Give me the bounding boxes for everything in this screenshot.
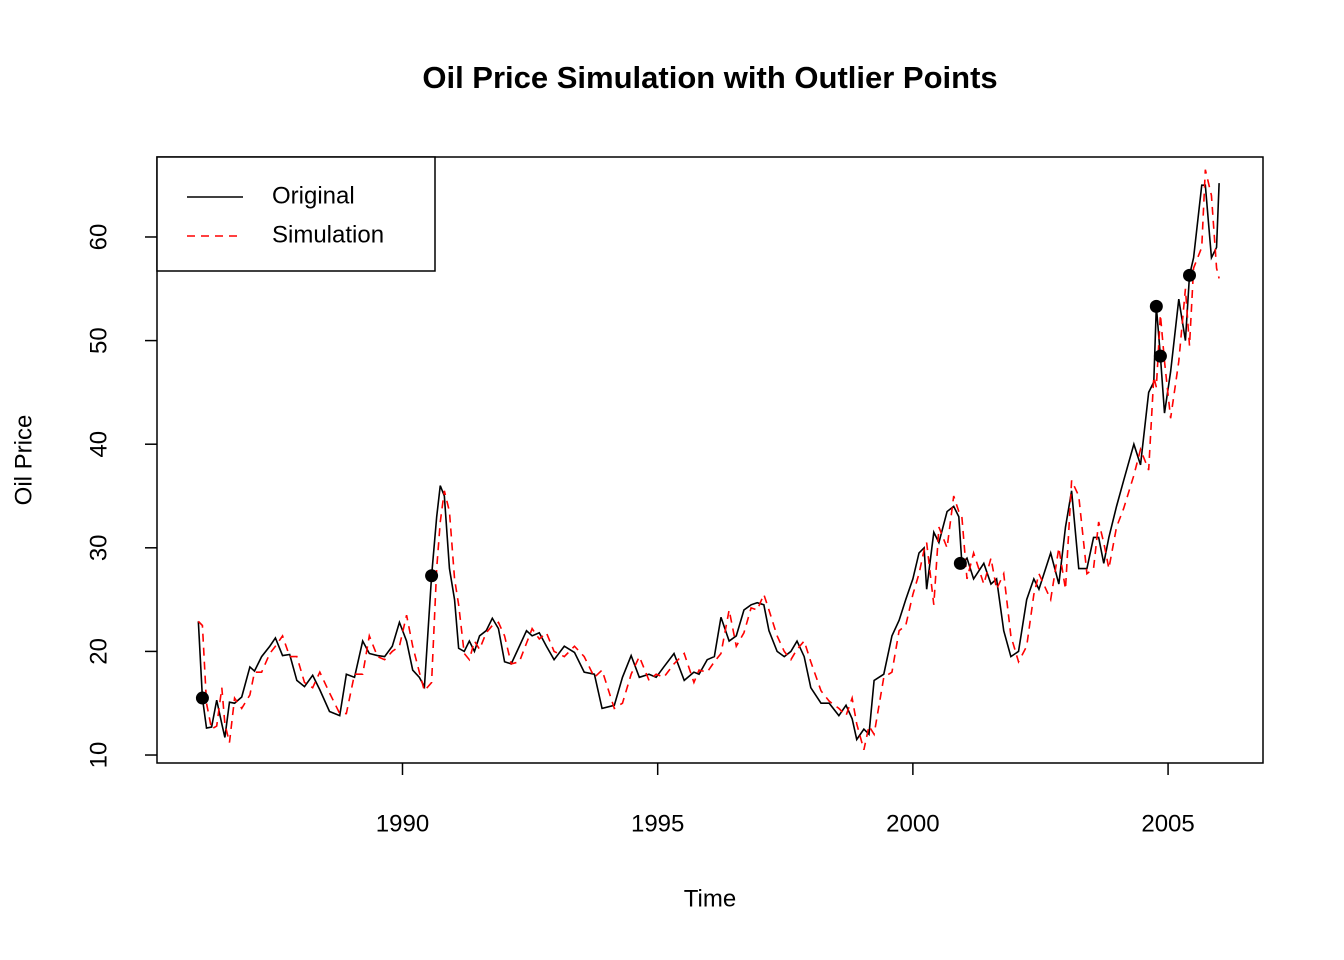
plot-frame [156, 156, 1264, 764]
outlier-point [1149, 299, 1163, 313]
legend-box [156, 156, 436, 272]
x-tick-label: 2005 [1141, 810, 1194, 837]
outlier-point [1153, 349, 1167, 363]
chart-title: Oil Price Simulation with Outlier Points [422, 60, 997, 95]
y-tick-label: 20 [85, 638, 112, 665]
x-tick-label: 2000 [886, 810, 939, 837]
series-line [197, 169, 1220, 751]
y-tick-label: 10 [85, 742, 112, 769]
outlier-point [195, 691, 209, 705]
x-tick-label: 1995 [631, 810, 684, 837]
x-axis-label: Time [684, 885, 736, 912]
x-tick-label: 1990 [376, 810, 429, 837]
y-tick-label: 40 [85, 431, 112, 458]
y-tick-label: 60 [85, 224, 112, 251]
y-axis-label: Oil Price [10, 415, 37, 506]
outlier-point [1183, 268, 1197, 282]
legend-label: Original [272, 182, 355, 209]
legend-label: Simulation [272, 221, 384, 248]
y-tick-label: 30 [85, 534, 112, 561]
outlier-point [425, 569, 439, 583]
y-tick-label: 50 [85, 327, 112, 354]
outlier-point [953, 556, 967, 570]
